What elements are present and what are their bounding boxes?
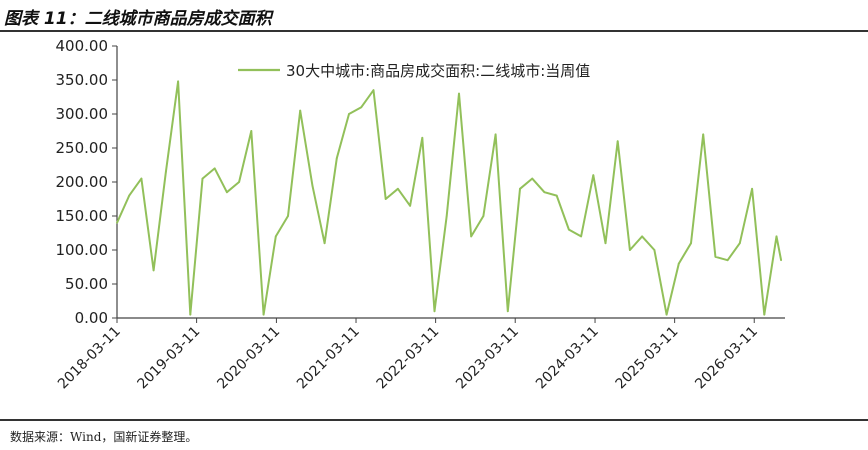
data-point xyxy=(543,191,546,194)
top-divider xyxy=(0,30,868,32)
data-point xyxy=(677,262,680,265)
y-tick-label: 350.00 xyxy=(56,71,109,89)
data-point xyxy=(177,80,180,83)
data-point xyxy=(592,174,595,177)
data-point xyxy=(445,215,448,217)
series-group xyxy=(116,80,783,316)
data-point xyxy=(568,228,570,231)
data-point xyxy=(250,130,253,132)
data-point xyxy=(348,113,350,115)
x-tick-label: 2026-03-11 xyxy=(692,324,761,393)
data-point xyxy=(311,184,314,187)
data-point xyxy=(360,106,363,109)
data-point xyxy=(604,242,607,245)
x-tick-label: 2018-03-11 xyxy=(55,324,124,393)
data-point xyxy=(616,140,619,143)
data-point xyxy=(165,170,167,173)
data-point xyxy=(335,157,338,160)
y-tick-label: 50.00 xyxy=(65,275,108,293)
data-point xyxy=(665,313,668,316)
data-point xyxy=(433,310,436,313)
x-tick-label: 2025-03-11 xyxy=(613,324,682,393)
data-point xyxy=(397,187,399,190)
y-tick-label: 0.00 xyxy=(75,309,108,327)
x-tick-label: 2023-03-11 xyxy=(453,324,522,393)
data-point xyxy=(763,313,766,316)
source-note: 数据来源：Wind，国新证券整理。 xyxy=(10,430,198,444)
legend: 30大中城市:商品房成交面积:二线城市:当周值 xyxy=(238,62,590,80)
data-point xyxy=(384,198,387,200)
data-point xyxy=(641,235,643,238)
data-point xyxy=(128,194,131,197)
data-point xyxy=(274,235,277,238)
data-point xyxy=(506,310,509,313)
data-point xyxy=(531,177,534,180)
data-point xyxy=(494,133,497,136)
data-point xyxy=(714,255,717,258)
data-point xyxy=(775,235,778,238)
y-tick-label: 100.00 xyxy=(56,241,109,259)
line-chart: 0.00 50.00 100.00 150.00 200.00 250.00 300.00 3… xyxy=(55,37,785,393)
data-point xyxy=(189,313,192,316)
data-point xyxy=(580,235,582,238)
data-point xyxy=(690,242,692,245)
y-tick-label: 150.00 xyxy=(56,207,109,225)
data-point xyxy=(323,242,326,245)
data-point xyxy=(751,187,753,190)
y-tick-label: 250.00 xyxy=(56,139,109,157)
data-point xyxy=(299,109,302,112)
data-point xyxy=(152,269,155,272)
y-tick-label: 200.00 xyxy=(56,173,109,191)
data-point xyxy=(238,181,241,183)
x-tick-label: 2024-03-11 xyxy=(533,324,602,393)
x-tick-label: 2022-03-11 xyxy=(374,324,443,393)
data-point xyxy=(421,136,424,139)
series-line xyxy=(116,80,783,316)
x-tick-label: 2019-03-11 xyxy=(135,324,204,393)
data-point xyxy=(409,204,411,207)
data-point xyxy=(287,215,289,217)
y-axis: 0.00 50.00 100.00 150.00 200.00 250.00 300.00 3… xyxy=(56,37,118,327)
figure-title: 图表 11：二线城市商品房成交面积 xyxy=(4,9,272,29)
x-axis: 2018-03-11 2019-03-11 2020-03-11 2021-03-11… xyxy=(55,317,785,393)
data-point xyxy=(201,177,204,180)
data-point xyxy=(470,235,473,238)
y-tick-label: 300.00 xyxy=(56,105,109,123)
data-point xyxy=(738,242,741,245)
data-point xyxy=(372,89,375,92)
data-point xyxy=(458,92,460,95)
data-point xyxy=(482,215,485,217)
data-point xyxy=(262,313,265,316)
y-tick-label: 400.00 xyxy=(56,37,109,55)
data-point xyxy=(519,187,521,190)
data-point xyxy=(140,177,143,180)
x-tick-label: 2021-03-11 xyxy=(294,324,363,393)
data-point xyxy=(653,249,656,251)
bottom-divider xyxy=(0,419,868,421)
data-point xyxy=(780,259,782,262)
data-point xyxy=(726,259,729,262)
data-point xyxy=(116,221,118,224)
data-point xyxy=(629,249,631,251)
x-tick-label: 2020-03-11 xyxy=(214,324,283,393)
data-point xyxy=(213,167,216,170)
data-point xyxy=(702,133,705,136)
data-point xyxy=(555,194,558,197)
data-point xyxy=(226,191,228,194)
legend-label: 30大中城市:商品房成交面积:二线城市:当周值 xyxy=(286,62,590,80)
